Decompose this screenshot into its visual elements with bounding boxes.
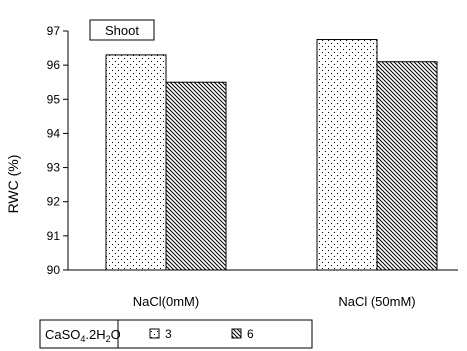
bar — [165, 81, 227, 271]
bar — [105, 54, 167, 271]
y-axis-label: RWC (%) — [5, 155, 21, 214]
chart-title-box: Shoot — [89, 19, 155, 41]
legend: CaSO4.2H2O 3 6 — [39, 319, 313, 349]
y-tick-label: 93 — [47, 161, 61, 175]
x-tick-label: NaCl (50mM) — [338, 294, 415, 309]
legend-entry-label: 3 — [165, 327, 172, 341]
y-tick-label: 91 — [47, 229, 61, 243]
legend-entry-label: 6 — [247, 327, 254, 341]
legend-swatch — [149, 328, 160, 339]
legend-swatch — [231, 328, 242, 339]
x-tick-label: NaCl(0mM) — [133, 294, 199, 309]
bar — [316, 39, 378, 271]
y-tick-label: 95 — [47, 92, 61, 106]
y-axis-ticks: 90 91 92 93 94 95 96 97 — [47, 24, 68, 277]
y-tick-label: 96 — [47, 58, 61, 72]
legend-title: CaSO4.2H2O — [45, 327, 121, 344]
bar — [376, 61, 438, 271]
bars-group — [105, 39, 438, 271]
legend-box — [39, 319, 313, 349]
y-tick-label: 90 — [47, 263, 61, 277]
y-tick-label: 97 — [47, 24, 61, 38]
x-axis-labels: NaCl(0mM) NaCl (50mM) — [133, 294, 416, 309]
y-tick-label: 92 — [47, 195, 61, 209]
chart-title: Shoot — [105, 23, 139, 38]
y-tick-label: 94 — [47, 126, 61, 140]
